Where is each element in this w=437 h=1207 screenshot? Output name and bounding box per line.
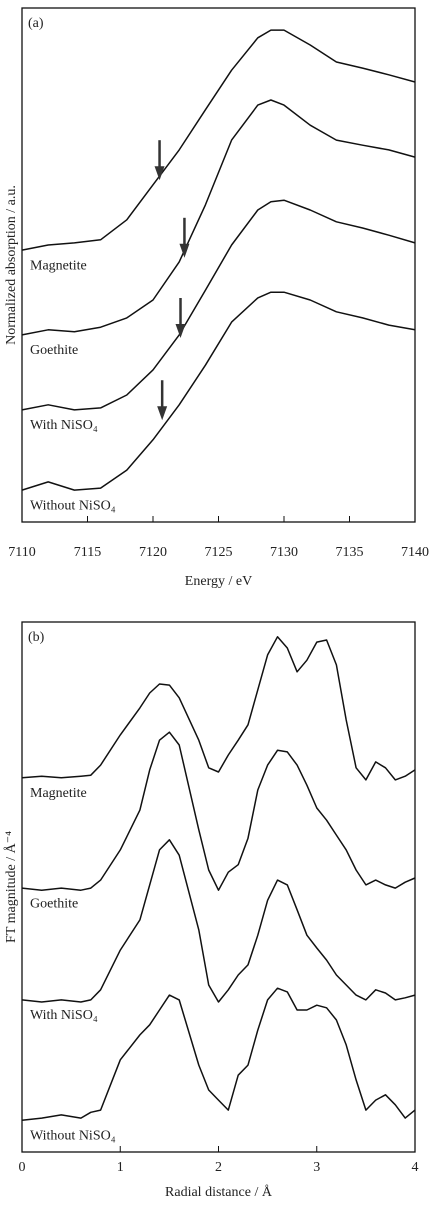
x-tick-label: 1 (117, 1160, 124, 1175)
series-line (21, 987, 416, 1121)
x-tick-label: 7140 (401, 545, 429, 560)
series-label: Goethite (30, 896, 78, 911)
series-line (21, 291, 416, 491)
panel-label: (b) (28, 630, 45, 645)
panel-label: (a) (28, 16, 44, 31)
x-axis-label: Radial distance / Å (165, 1184, 273, 1200)
x-tick-label: 7130 (270, 545, 298, 560)
series-line (21, 731, 416, 891)
plot-frame (21, 621, 416, 1153)
x-axis-label: Energy / eV (185, 574, 252, 589)
arrow-head (157, 406, 168, 421)
arrow (157, 380, 168, 421)
arrow-head (154, 166, 165, 181)
x-tick-label: 4 (412, 1160, 419, 1175)
y-axis-label: FT magnitude / Å⁻⁴ (3, 831, 19, 943)
x-tick-label: 2 (215, 1160, 222, 1175)
series-label: Without NiSO₄ (30, 1128, 116, 1143)
series-label: Magnetite (30, 258, 87, 273)
series-line (21, 839, 416, 1003)
x-tick-label: 0 (19, 1160, 26, 1175)
series-line (21, 636, 416, 781)
arrow (154, 140, 165, 181)
x-tick-label: 7125 (205, 545, 233, 560)
arrow-head (179, 243, 190, 258)
x-tick-label: 7115 (74, 545, 101, 560)
series-label: Goethite (30, 343, 78, 358)
arrow (175, 297, 186, 338)
series-label: With NiSO₄ (30, 1008, 98, 1023)
series-label: Without NiSO₄ (30, 498, 116, 513)
x-tick-label: 3 (313, 1160, 320, 1175)
series-label: Magnetite (30, 786, 87, 801)
x-tick-label: 7135 (336, 545, 364, 560)
series-label: With NiSO₄ (30, 418, 98, 433)
series-line (21, 199, 416, 411)
series-line (21, 99, 416, 336)
x-tick-label: 7120 (139, 545, 167, 560)
arrow-head (175, 323, 186, 338)
x-tick-label: 7110 (8, 545, 35, 560)
y-axis-label: Normalized absorption / a.u. (4, 185, 19, 345)
arrow (179, 217, 190, 258)
series-line (21, 29, 416, 251)
